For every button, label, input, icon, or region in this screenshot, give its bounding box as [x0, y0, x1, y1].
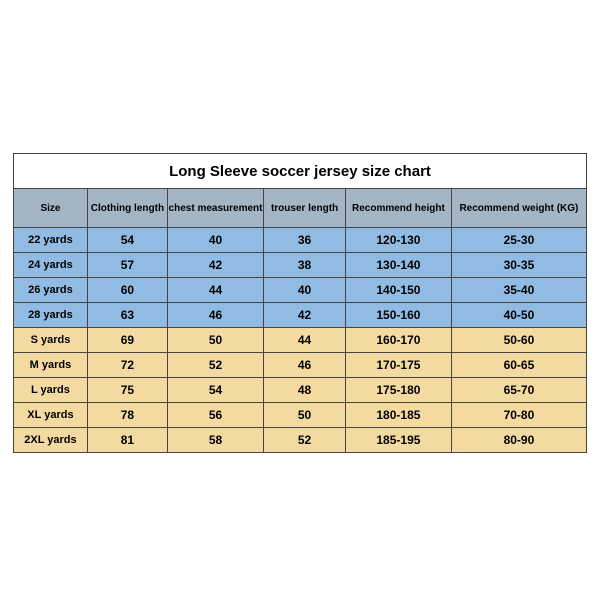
table-title: Long Sleeve soccer jersey size chart — [14, 154, 587, 189]
cell-size: 24 yards — [14, 253, 88, 278]
cell-weight: 25-30 — [451, 228, 586, 253]
cell-clothing: 69 — [87, 328, 167, 353]
cell-height: 140-150 — [345, 278, 451, 303]
cell-weight: 40-50 — [451, 303, 586, 328]
cell-chest: 56 — [167, 403, 263, 428]
col-chest: chest measurement — [167, 189, 263, 228]
cell-weight: 30-35 — [451, 253, 586, 278]
cell-weight: 70-80 — [451, 403, 586, 428]
cell-height: 120-130 — [345, 228, 451, 253]
cell-trouser: 40 — [264, 278, 346, 303]
cell-trouser: 48 — [264, 378, 346, 403]
cell-chest: 58 — [167, 428, 263, 453]
cell-size: XL yards — [14, 403, 88, 428]
table-row: M yards725246170-17560-65 — [14, 353, 587, 378]
cell-trouser: 36 — [264, 228, 346, 253]
cell-clothing: 75 — [87, 378, 167, 403]
cell-weight: 50-60 — [451, 328, 586, 353]
cell-trouser: 52 — [264, 428, 346, 453]
cell-trouser: 44 — [264, 328, 346, 353]
cell-trouser: 46 — [264, 353, 346, 378]
cell-chest: 46 — [167, 303, 263, 328]
cell-chest: 54 — [167, 378, 263, 403]
title-row: Long Sleeve soccer jersey size chart — [14, 154, 587, 189]
table-row: 2XL yards815852185-19580-90 — [14, 428, 587, 453]
cell-height: 185-195 — [345, 428, 451, 453]
cell-weight: 60-65 — [451, 353, 586, 378]
table-row: XL yards785650180-18570-80 — [14, 403, 587, 428]
col-trouser: trouser length — [264, 189, 346, 228]
cell-clothing: 81 — [87, 428, 167, 453]
cell-weight: 35-40 — [451, 278, 586, 303]
cell-height: 170-175 — [345, 353, 451, 378]
cell-size: L yards — [14, 378, 88, 403]
cell-height: 180-185 — [345, 403, 451, 428]
cell-chest: 44 — [167, 278, 263, 303]
table-row: L yards755448175-18065-70 — [14, 378, 587, 403]
cell-size: 28 yards — [14, 303, 88, 328]
cell-weight: 65-70 — [451, 378, 586, 403]
col-clothing-length: Clothing length — [87, 189, 167, 228]
cell-trouser: 50 — [264, 403, 346, 428]
cell-weight: 80-90 — [451, 428, 586, 453]
col-size: Size — [14, 189, 88, 228]
cell-size: 2XL yards — [14, 428, 88, 453]
cell-chest: 42 — [167, 253, 263, 278]
cell-clothing: 72 — [87, 353, 167, 378]
cell-clothing: 60 — [87, 278, 167, 303]
cell-trouser: 42 — [264, 303, 346, 328]
cell-height: 175-180 — [345, 378, 451, 403]
col-rec-height: Recommend height — [345, 189, 451, 228]
cell-trouser: 38 — [264, 253, 346, 278]
table-row: 24 yards574238130-14030-35 — [14, 253, 587, 278]
table-row: 26 yards604440140-15035-40 — [14, 278, 587, 303]
cell-size: 26 yards — [14, 278, 88, 303]
cell-height: 160-170 — [345, 328, 451, 353]
table-row: S yards695044160-17050-60 — [14, 328, 587, 353]
cell-size: M yards — [14, 353, 88, 378]
cell-chest: 52 — [167, 353, 263, 378]
cell-clothing: 54 — [87, 228, 167, 253]
cell-height: 130-140 — [345, 253, 451, 278]
cell-size: 22 yards — [14, 228, 88, 253]
cell-clothing: 63 — [87, 303, 167, 328]
table-row: 22 yards544036120-13025-30 — [14, 228, 587, 253]
cell-clothing: 78 — [87, 403, 167, 428]
cell-height: 150-160 — [345, 303, 451, 328]
table-row: 28 yards634642150-16040-50 — [14, 303, 587, 328]
header-row: Size Clothing length chest measurement t… — [14, 189, 587, 228]
size-chart-table: Long Sleeve soccer jersey size chart Siz… — [13, 153, 587, 453]
cell-chest: 40 — [167, 228, 263, 253]
cell-chest: 50 — [167, 328, 263, 353]
cell-clothing: 57 — [87, 253, 167, 278]
cell-size: S yards — [14, 328, 88, 353]
col-rec-weight: Recommend weight (KG) — [451, 189, 586, 228]
